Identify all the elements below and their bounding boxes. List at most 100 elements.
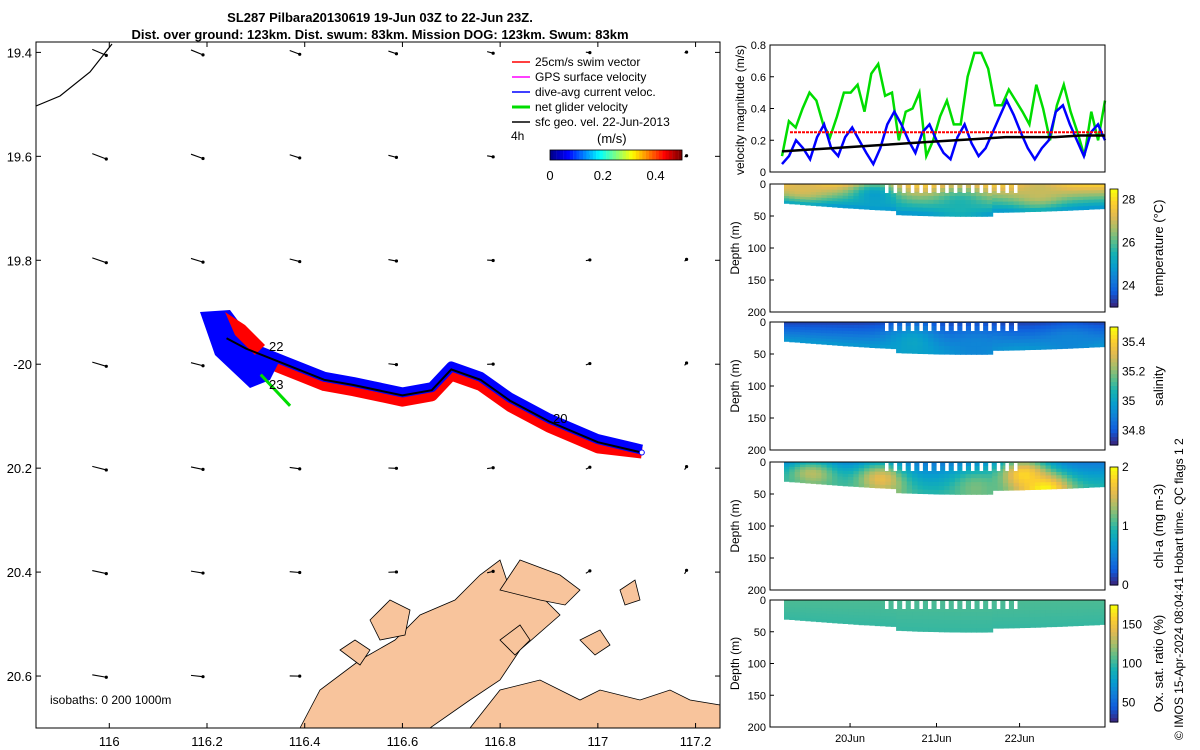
- section-cell: [800, 600, 807, 604]
- section-cell: [821, 195, 828, 199]
- section-cell: [1034, 479, 1042, 483]
- section-cell: [784, 464, 791, 468]
- section-cell: [816, 467, 823, 471]
- section-cell: [906, 603, 914, 609]
- section-cell: [842, 620, 849, 624]
- section-cell: [1072, 334, 1079, 339]
- map-xtick-label: 117: [587, 734, 608, 749]
- colorbar-cell: [1110, 620, 1118, 626]
- section-cell: [901, 611, 908, 616]
- section-cell: [912, 465, 919, 471]
- geo-arrow-head: [394, 363, 399, 367]
- section-cell: [1067, 187, 1074, 192]
- section-cell: [864, 474, 871, 479]
- geo-arrow: [289, 466, 300, 470]
- section-cell: [832, 322, 839, 326]
- section-ytick-label: 50: [754, 211, 766, 223]
- section-cell: [1024, 475, 1031, 480]
- section-cell: [1099, 612, 1106, 616]
- section-cell: [832, 336, 839, 340]
- colorbar-cell: [1110, 208, 1118, 214]
- section-cell: [1018, 201, 1026, 206]
- section-cell: [1008, 617, 1015, 622]
- section-cell: [805, 602, 812, 606]
- section-cell: [976, 486, 983, 491]
- section-cell: [1099, 480, 1106, 485]
- section-cell: [1061, 462, 1068, 466]
- section-cell: [874, 462, 882, 466]
- section-cell: [789, 334, 796, 338]
- section-cell: [810, 602, 817, 606]
- section-cell: [837, 201, 844, 205]
- section-cell: [842, 342, 849, 347]
- section-cell: [1034, 623, 1042, 628]
- colorbar-cell: [609, 150, 613, 160]
- section-cell: [1083, 199, 1090, 204]
- colorbar-cell: [1110, 573, 1118, 578]
- section-cell: [885, 619, 892, 624]
- section-cell: [1008, 613, 1015, 618]
- section-cell: [864, 471, 871, 476]
- section-cell: [874, 474, 882, 479]
- map-ytick-label: 19.4: [7, 45, 32, 60]
- legend-entry: 25cm/s swim vector: [535, 55, 640, 69]
- section-cell: [1029, 190, 1036, 195]
- section-cell: [864, 600, 871, 604]
- section-cell: [922, 207, 930, 213]
- section-cell: [1077, 468, 1084, 473]
- section-cell: [810, 335, 817, 339]
- section-cell: [954, 330, 962, 335]
- section-cell: [933, 192, 940, 197]
- section-cell: [874, 615, 882, 620]
- section-cell: [810, 467, 817, 471]
- section-cell: [1013, 624, 1020, 629]
- colorbar-title: salinity: [1151, 366, 1166, 406]
- section-cell: [1056, 184, 1063, 188]
- section-cell: [938, 346, 946, 351]
- section-cell: [1093, 477, 1100, 482]
- section-cell: [1088, 483, 1095, 488]
- section-cell: [938, 326, 946, 331]
- section-cell: [901, 337, 908, 342]
- section-cell: [858, 477, 865, 482]
- section-cell: [1045, 194, 1052, 199]
- section-cell: [853, 187, 860, 191]
- section-cell: [826, 203, 833, 208]
- colorbar-cell: [1110, 189, 1118, 194]
- section-cell: [1002, 607, 1010, 612]
- section-cell: [992, 339, 999, 344]
- section-cell: [896, 622, 903, 628]
- section-cell: [1008, 600, 1015, 605]
- section-cell: [1050, 609, 1058, 614]
- section-cell: [784, 193, 791, 197]
- colorbar-cell: [1110, 565, 1118, 570]
- section-cell: [1099, 322, 1106, 326]
- section-cell: [800, 199, 807, 203]
- section-cell: [789, 326, 796, 330]
- section-cell: [821, 605, 828, 609]
- section-cell: [837, 198, 844, 202]
- section-cell: [816, 338, 823, 342]
- section-cell: [1050, 475, 1058, 480]
- section-cell: [864, 480, 871, 485]
- section-cell: [960, 200, 967, 205]
- section-cell: [1013, 332, 1020, 337]
- section-cell: [992, 332, 999, 337]
- colorbar-cell: [592, 150, 597, 160]
- section-cell: [944, 474, 951, 479]
- section-cell: [1072, 190, 1079, 195]
- section-cell: [1056, 207, 1063, 212]
- section-cell: [997, 479, 1004, 484]
- section-cell: [874, 190, 882, 195]
- section-cell: [794, 189, 801, 193]
- section-cell: [826, 605, 833, 609]
- section-cell: [869, 199, 876, 204]
- section-cell: [938, 604, 946, 609]
- section-cell: [837, 470, 844, 475]
- section-cell: [810, 330, 817, 334]
- section-cell: [1099, 196, 1106, 200]
- section-cell: [1018, 184, 1026, 189]
- section-cell: [805, 464, 812, 468]
- section-cell: [832, 342, 839, 346]
- section-cell: [1072, 603, 1079, 607]
